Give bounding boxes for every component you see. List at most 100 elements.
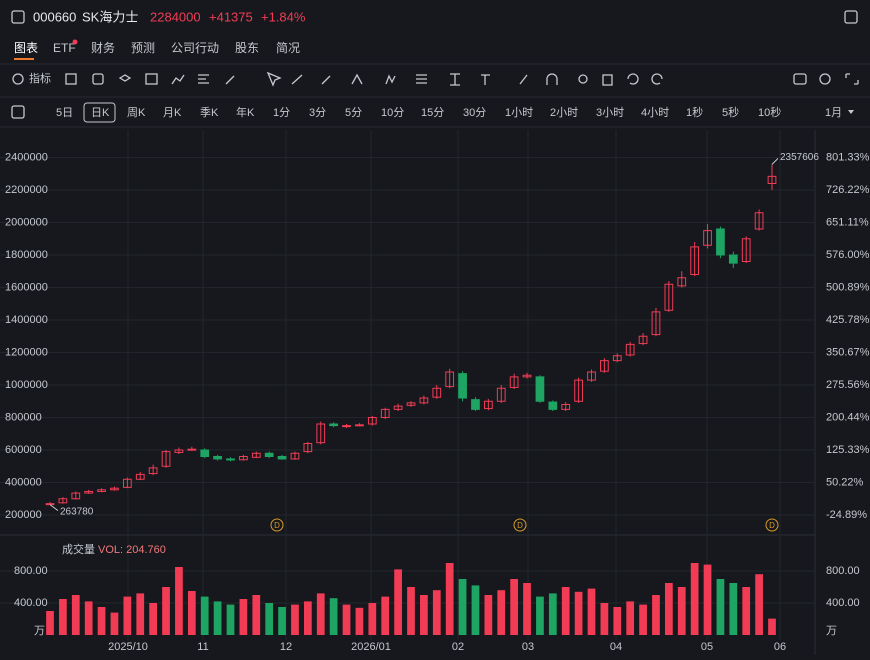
volume-title: 成交量 <box>62 542 95 556</box>
indicator-icon[interactable] <box>12 73 24 85</box>
timeframe[interactable]: 10分 <box>381 106 404 119</box>
candle-body <box>380 408 390 418</box>
candle-body <box>393 405 403 410</box>
y-tick-label: 2000000 <box>5 216 48 228</box>
timeframe[interactable]: 5日 <box>56 107 73 119</box>
y2-tick-label: 275.56% <box>826 379 870 391</box>
x-tick-label: 05 <box>701 641 713 653</box>
tab[interactable]: 股东 <box>235 41 259 55</box>
timeframe[interactable]: 15分 <box>421 106 444 119</box>
timeframe[interactable]: 4小时 <box>641 106 669 119</box>
candle-body <box>84 490 94 494</box>
timeframe[interactable]: 5分 <box>345 106 362 119</box>
candle-body <box>58 498 68 504</box>
dropdown-arrow <box>848 110 854 114</box>
volume-bar <box>420 595 428 635</box>
timeframe[interactable]: 年K <box>236 105 255 119</box>
tab[interactable]: 简况 <box>276 41 300 55</box>
candle-body <box>303 442 313 453</box>
range-select[interactable]: 1月 <box>825 107 842 119</box>
volume-bar <box>46 611 54 635</box>
timeframe[interactable]: 3小时 <box>596 106 624 119</box>
candle-body <box>483 400 493 410</box>
candle-body <box>406 402 416 406</box>
timeframe[interactable]: 周K <box>127 106 146 119</box>
candle-body <box>741 238 751 262</box>
volume-bar <box>471 585 480 635</box>
tool-icons[interactable] <box>65 71 859 87</box>
x-tick-label: 2025/10 <box>108 641 148 653</box>
indicator-button[interactable]: 指标 <box>29 71 51 85</box>
candle-body <box>71 492 81 500</box>
timeframe[interactable]: 1分 <box>273 106 290 119</box>
candle-body <box>264 452 274 457</box>
y-tick-label: 1200000 <box>5 346 48 358</box>
candle-body <box>148 467 158 475</box>
y2-tick-label: -24.89% <box>826 509 867 521</box>
volume-bar <box>329 598 338 635</box>
volume-bar <box>368 603 377 635</box>
candle-body <box>716 228 725 256</box>
tab[interactable]: 公司行动 <box>171 41 219 55</box>
volume-bar <box>639 604 647 635</box>
y2-tick-label: 651.11% <box>826 216 869 228</box>
tab[interactable]: 图表 <box>14 41 38 55</box>
change-pct: +1.84% <box>261 9 306 24</box>
volume-bar <box>303 601 312 635</box>
volume-bar <box>136 593 145 635</box>
candle-body <box>728 254 738 264</box>
candle-body <box>690 246 700 275</box>
volume-bar <box>149 603 158 635</box>
max-label: 2357606 <box>780 152 819 163</box>
candle-body <box>522 374 532 378</box>
timeframe[interactable]: 5秒 <box>722 105 739 119</box>
y-tick-label: 1400000 <box>5 314 48 326</box>
timeframe[interactable]: 30分 <box>463 106 486 119</box>
candle-body <box>45 503 55 506</box>
chart-type-icon[interactable] <box>11 105 25 119</box>
volume-bar <box>574 591 583 635</box>
candle-body <box>638 335 648 345</box>
timeframe[interactable]: 月K <box>163 107 182 119</box>
tab[interactable]: 预测 <box>131 41 155 55</box>
y2-tick-label: 125.33% <box>826 444 870 456</box>
candle-body <box>548 401 558 410</box>
volume-bar <box>755 574 763 635</box>
volume-bar <box>381 596 390 635</box>
candle-body <box>651 311 661 336</box>
volume-tick-label: 800.00 <box>826 565 860 577</box>
expand-icon[interactable] <box>844 10 858 24</box>
y-tick-label: 800000 <box>5 411 42 423</box>
event-marker <box>270 518 284 532</box>
timeframe[interactable]: 3分 <box>309 106 326 119</box>
candle-body <box>535 376 545 402</box>
volume-unit: 万 <box>34 625 45 637</box>
timeframe[interactable]: 季K <box>200 106 219 119</box>
candle-body <box>187 448 197 451</box>
volume-unit: 万 <box>826 625 837 637</box>
tab[interactable]: ETF <box>53 41 76 55</box>
candle-body <box>471 399 480 410</box>
event-marker <box>513 518 527 532</box>
timeframe[interactable]: 10秒 <box>758 105 781 119</box>
timeframe[interactable]: 日K <box>91 107 110 119</box>
candle-body <box>239 455 248 461</box>
back-icon[interactable] <box>11 10 25 24</box>
timeframe[interactable]: 1秒 <box>686 105 703 119</box>
volume-bar <box>703 564 712 635</box>
tab[interactable]: 财务 <box>91 40 115 55</box>
x-tick-label: 12 <box>280 641 292 653</box>
candle-body <box>342 425 351 428</box>
candle-body <box>664 283 674 311</box>
timeframe[interactable]: 1小时 <box>505 106 533 119</box>
y-tick-label: 2200000 <box>5 184 48 196</box>
y2-tick-label: 726.22% <box>826 184 870 196</box>
volume-bar <box>626 601 635 635</box>
candle-body <box>600 360 609 372</box>
timeframe[interactable]: 2小时 <box>550 106 578 119</box>
volume-bar <box>252 595 261 635</box>
min-label: 263780 <box>60 506 94 517</box>
y2-tick-label: 50.22% <box>826 476 864 488</box>
